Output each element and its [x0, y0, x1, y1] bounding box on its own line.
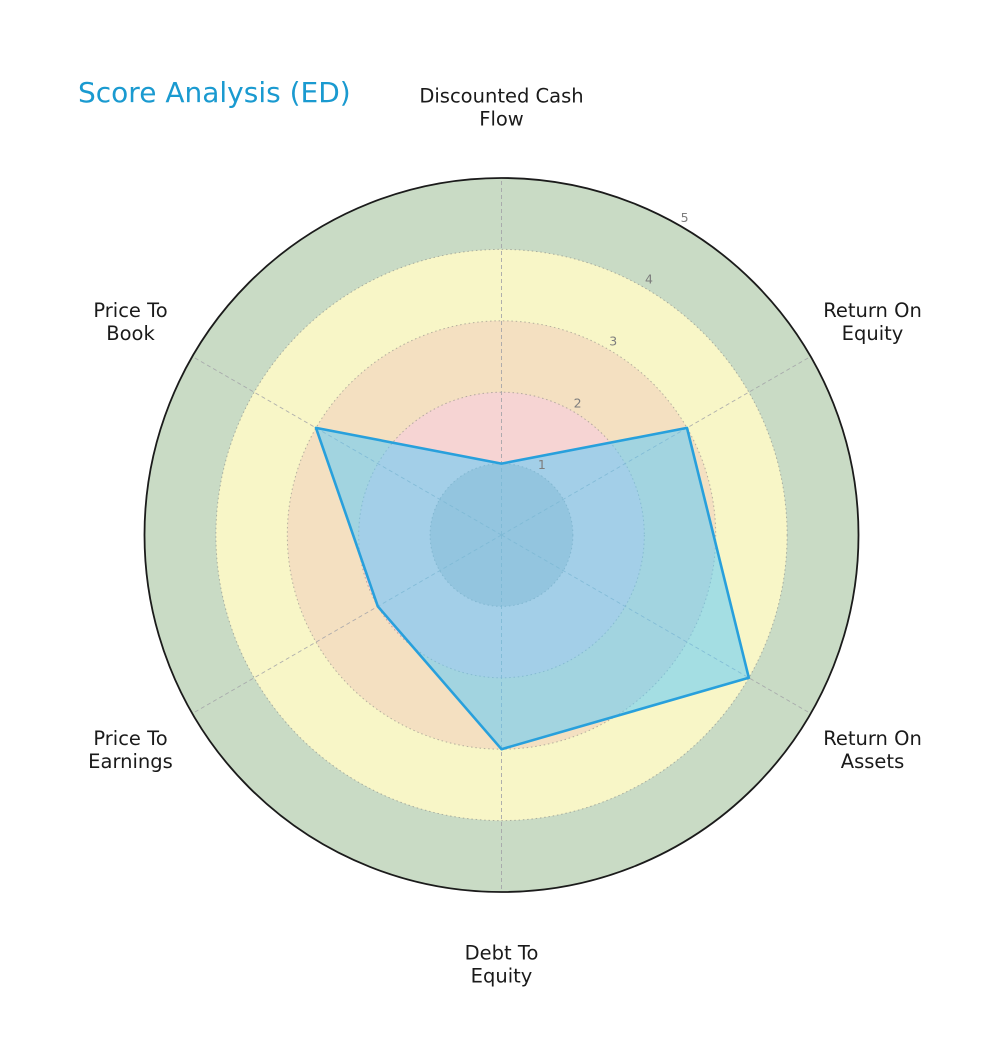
category-label-discounted-cash-flow: Discounted Cash Flow	[419, 85, 583, 131]
chart-title: Score Analysis (ED)	[78, 76, 351, 109]
category-label-return-on-equity: Return On Equity	[823, 299, 922, 345]
category-label-price-to-book: Price To Book	[93, 299, 167, 345]
radial-tick-label-3: 3	[609, 333, 617, 348]
radial-tick-label-5: 5	[681, 210, 689, 225]
radial-tick-label-1: 1	[538, 457, 546, 472]
category-label-return-on-assets: Return On Assets	[823, 727, 922, 773]
category-label-price-to-earnings: Price To Earnings	[88, 727, 173, 773]
series-polygon-ed	[314, 426, 751, 751]
radial-tick-label-2: 2	[574, 395, 582, 410]
radial-tick-label-4: 4	[645, 272, 653, 287]
category-label-debt-to-equity: Debt To Equity	[465, 941, 539, 987]
